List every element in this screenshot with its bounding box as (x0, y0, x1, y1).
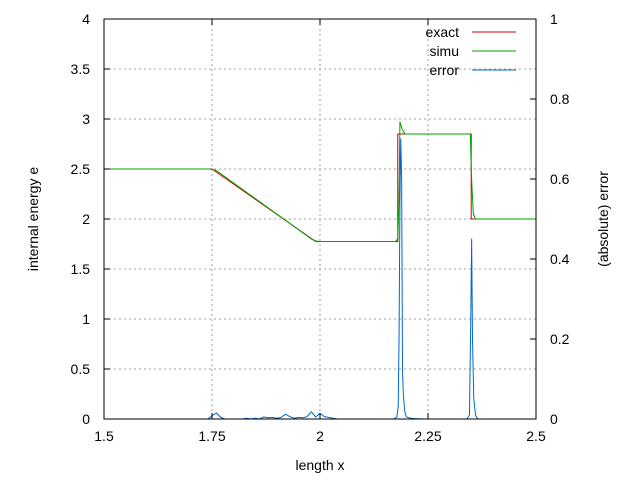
y-tick-label: 3.5 (71, 61, 91, 77)
series-line-exact (104, 133, 536, 242)
y2-tick-label: 0.8 (550, 91, 570, 107)
legend-label-exact: exact (426, 24, 460, 40)
y-tick-label: 4 (82, 11, 90, 27)
y2-tick-label: 0.6 (550, 171, 570, 187)
series-line-simu (104, 121, 536, 242)
y-tick-label: 0 (82, 411, 90, 427)
y-tick-label: 2.5 (71, 161, 91, 177)
y2-axis-label: (absolute) error (595, 171, 611, 267)
legend-label-error: error (429, 62, 459, 78)
x-tick-labels: 1.5 1.75 2 2.25 2.5 (94, 428, 546, 444)
x-axis-label: length x (295, 457, 344, 473)
legend: exact simu error (426, 24, 516, 78)
x-tick-label: 1.75 (198, 428, 225, 444)
tick-marks (103, 18, 537, 420)
legend-label-simu: simu (429, 43, 459, 59)
y2-tick-label: 0.4 (550, 251, 570, 267)
x-tick-label: 2.5 (526, 428, 546, 444)
y-tick-label: 3 (82, 111, 90, 127)
y2-tick-label: 0.2 (550, 331, 570, 347)
y2-tick-label: 1 (550, 11, 558, 27)
y-tick-label: 1.5 (71, 261, 91, 277)
x-tick-label: 2 (316, 428, 324, 444)
y2-tick-label: 0 (550, 411, 558, 427)
y-tick-label: 0.5 (71, 361, 91, 377)
x-tick-label: 2.25 (414, 428, 441, 444)
y-axis-label: internal energy e (25, 167, 41, 272)
y-tick-label: 1 (82, 311, 90, 327)
x-tick-label: 1.5 (94, 428, 114, 444)
y2-tick-labels: 0 0.2 0.4 0.6 0.8 1 (550, 11, 570, 427)
y-tick-labels: 0 0.5 1 1.5 2 2.5 3 3.5 4 (71, 11, 91, 427)
y-tick-label: 2 (82, 211, 90, 227)
